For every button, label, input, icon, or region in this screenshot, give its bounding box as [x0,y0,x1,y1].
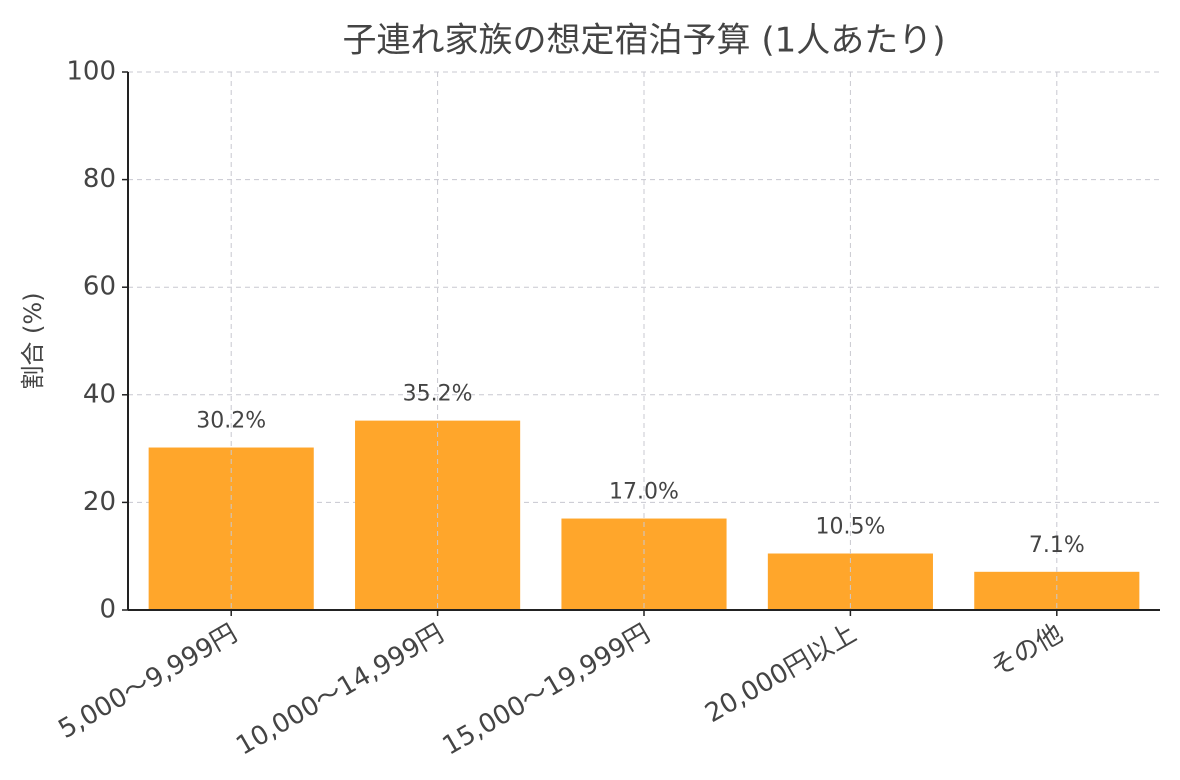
y-tick-label: 20 [83,487,116,517]
value-label: 7.1% [1029,533,1085,558]
x-tick-label: 5,000〜9,999円 [53,619,242,745]
x-tick-label: 15,000〜19,999円 [438,619,656,762]
y-tick-label: 60 [83,272,116,302]
y-tick-label: 80 [83,164,116,194]
x-tick-label: 10,000〜14,999円 [231,619,449,762]
chart-title: 子連れ家族の想定宿泊予算 (1人あたり) [343,21,946,61]
value-label: 35.2% [403,382,473,407]
bar [148,447,314,610]
y-axis-label: 割合 (%) [19,292,47,389]
x-tick-label: 20,000円以上 [700,619,861,729]
value-label: 17.0% [609,480,679,505]
y-tick-label: 0 [99,595,116,625]
x-tick-label: その他 [985,619,1068,684]
y-tick-label: 100 [66,57,116,87]
value-label: 30.2% [196,409,266,434]
y-tick-label: 40 [83,379,116,409]
value-label: 10.5% [815,515,885,540]
